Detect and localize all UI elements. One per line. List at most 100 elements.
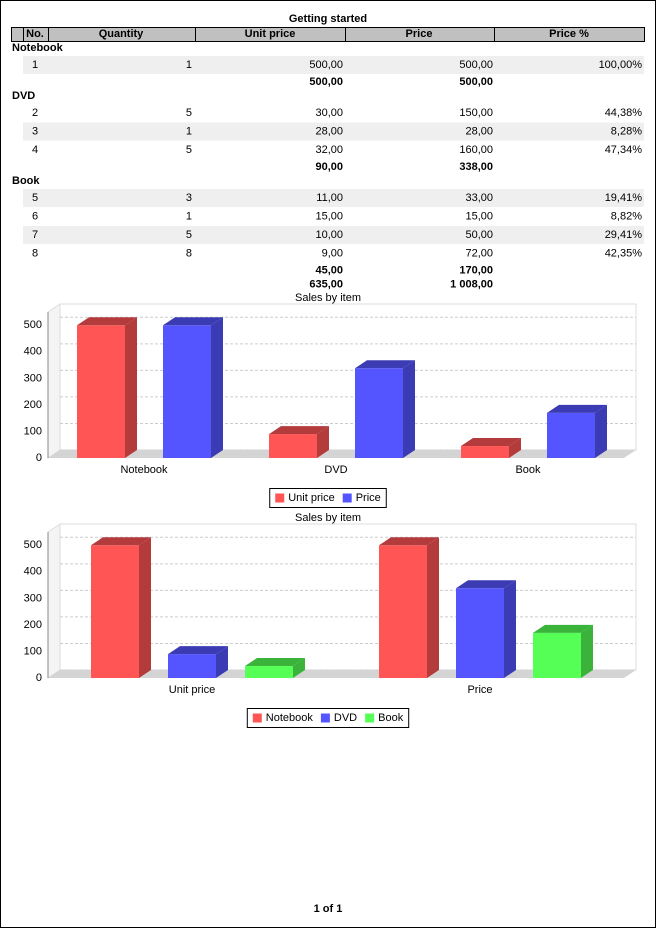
table-cell: 500,00 [459,59,493,71]
table-cell: 30,00 [315,107,343,119]
y-tick-label: 200 [24,619,42,631]
bar-side [509,438,521,458]
group-label: Notebook [12,42,64,54]
table-cell: 6 [32,210,38,222]
legend-swatch [342,493,352,503]
bar-side [139,537,151,678]
y-tick-label: 0 [36,672,42,684]
bar [168,646,228,678]
legend-label: Notebook [266,712,314,724]
row-shade [23,56,644,74]
group-total: 90,00 [315,161,343,173]
group-total: 500,00 [459,76,493,88]
bar-side [211,317,223,458]
table-cell: 47,34% [605,144,643,156]
group-label: DVD [12,90,35,102]
chart-title: Sales by item [295,512,361,524]
bar-side [317,426,329,458]
bar-side [293,658,305,678]
legend-swatch [365,713,375,723]
legend-label: Unit price [288,492,334,504]
bar-front [245,666,293,678]
bar [91,537,151,678]
legend-swatch [252,713,262,723]
y-tick-label: 100 [24,425,42,437]
bar-front [269,434,317,458]
bar [533,624,593,678]
bar-side [581,624,593,678]
legend-swatch [275,493,285,503]
table-cell: 33,00 [465,192,493,204]
bar [163,317,223,458]
bar-top [168,646,228,655]
bar-side [125,317,137,458]
bar-top [533,624,593,633]
back-wall [59,303,637,451]
y-tick-label: 300 [24,592,42,604]
table-cell: 32,00 [315,144,343,156]
bar-top [547,404,607,413]
table-cell: 28,00 [465,125,493,137]
y-tick-label: 500 [24,539,42,551]
table-cell: 15,00 [465,210,493,222]
table-header [11,27,645,42]
column-header: Unit price [245,28,296,40]
bar-side [427,537,439,678]
table-cell: 4 [32,144,38,156]
table-cell: 5 [186,229,192,241]
bar-side [504,580,516,678]
bar-top [77,317,137,326]
bar-front [533,632,581,678]
bar-top [461,438,521,447]
table-cell: 150,00 [459,107,493,119]
side-wall [47,303,61,459]
table-cell: 7 [32,229,38,241]
table-cell: 5 [186,107,192,119]
table-cell: 8 [186,247,192,259]
x-tick-label: Price [467,684,492,696]
table-cell: 8,82% [611,210,642,222]
table-cell: 160,00 [459,144,493,156]
x-tick-label: Book [515,464,541,476]
bar-side [216,646,228,678]
table-cell: 9,00 [322,247,343,259]
x-tick-label: Unit price [169,684,215,696]
group-total: 170,00 [459,264,493,276]
bar-top [91,537,151,546]
column-header: No. [26,28,44,40]
bar-front [379,545,427,678]
bar [547,404,607,458]
legend-label: DVD [334,712,357,724]
bar-top [379,537,439,546]
bar [77,317,137,458]
table-cell: 50,00 [465,229,493,241]
bar-top [163,317,223,326]
bar-front [355,368,403,458]
table-cell: 1 [186,59,192,71]
bar-front [456,588,504,678]
bar-front [91,545,139,678]
header-dividers [23,27,495,42]
bar [355,360,415,458]
group-label: Book [12,175,40,187]
bar-front [168,654,216,678]
group-total: 45,00 [315,264,343,276]
bar-front [461,446,509,458]
bar-side [595,404,607,458]
bar-top [456,580,516,589]
row-shade [23,189,644,207]
y-tick-label: 100 [24,645,42,657]
table-cell: 100,00% [599,59,643,71]
column-header: Quantity [99,28,144,40]
table-cell: 5 [32,192,38,204]
table-cell: 1 [186,125,192,137]
bar-front [163,325,211,458]
table-cell: 29,41% [605,229,643,241]
table-cell: 72,00 [465,247,493,259]
table-cell: 8 [32,247,38,259]
legend-label: Price [356,492,381,504]
y-tick-label: 500 [24,319,42,331]
bar-top [269,426,329,435]
